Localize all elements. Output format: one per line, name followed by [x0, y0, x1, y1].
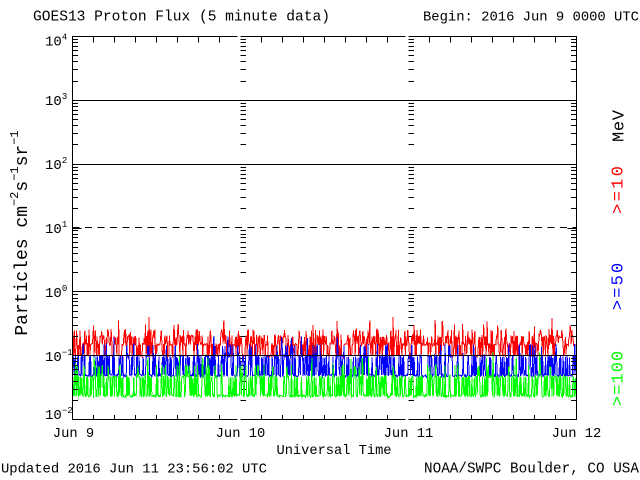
svg-text:Jun 9: Jun 9	[53, 427, 94, 442]
svg-text:NOAA/SWPC Boulder, CO USA: NOAA/SWPC Boulder, CO USA	[424, 462, 639, 478]
svg-text:103: 103	[45, 92, 67, 110]
svg-text:Updated 2016 Jun 11 23:56:02 U: Updated 2016 Jun 11 23:56:02 UTC	[1, 462, 267, 478]
svg-text:100: 100	[45, 284, 67, 302]
svg-text:Begin: 2016 Jun 9 0000 UTC: Begin: 2016 Jun 9 0000 UTC	[423, 10, 639, 26]
svg-text:GOES13 Proton Flux (5 minute d: GOES13 Proton Flux (5 minute data)	[33, 10, 330, 26]
svg-text:>=100: >=100	[610, 351, 629, 407]
svg-text:Jun 12: Jun 12	[552, 427, 602, 442]
svg-text:104: 104	[45, 33, 67, 51]
svg-text:102: 102	[45, 156, 67, 174]
svg-text:MeV: MeV	[611, 109, 630, 142]
svg-text:101: 101	[45, 220, 67, 238]
svg-text:Jun 11: Jun 11	[384, 427, 434, 442]
svg-text:Particles cm−2s−1sr−1: Particles cm−2s−1sr−1	[8, 130, 33, 335]
svg-text:Universal Time: Universal Time	[277, 444, 392, 459]
svg-text:Jun 10: Jun 10	[216, 427, 266, 442]
